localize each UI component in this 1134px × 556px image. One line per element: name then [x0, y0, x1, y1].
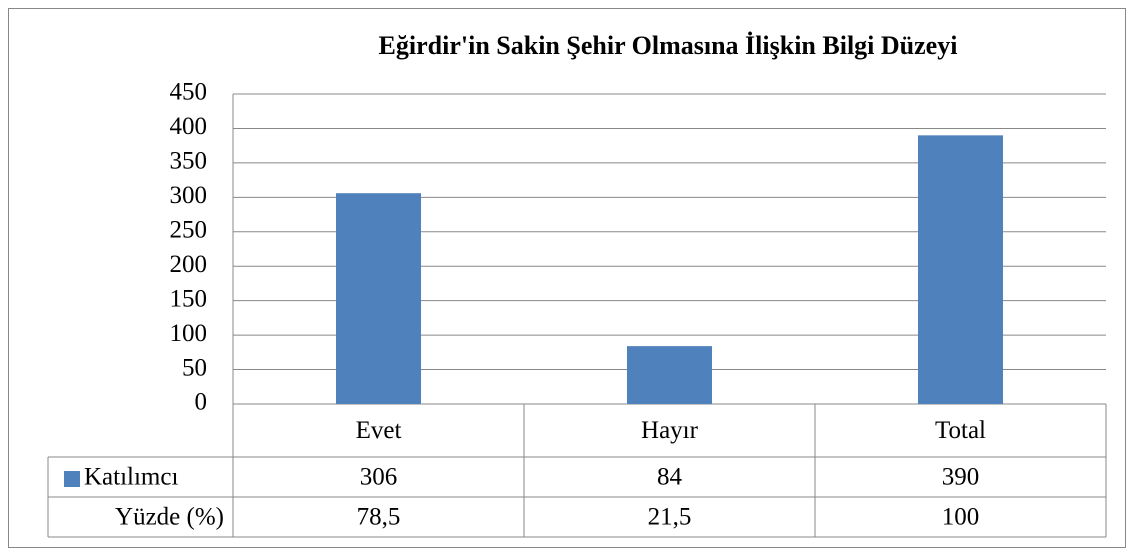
bar [627, 346, 712, 404]
legend-label: Katılımcı [84, 464, 178, 491]
y-tick-label: 300 [170, 182, 208, 209]
x-tick-label: Hayır [641, 417, 699, 444]
y-tick-label: 350 [170, 148, 208, 175]
y-tick-label: 150 [170, 285, 208, 312]
x-tick-label: Total [935, 417, 986, 444]
y-tick-label: 400 [170, 113, 208, 140]
y-tick-label: 100 [170, 320, 208, 347]
legend-key [64, 471, 80, 487]
y-tick-label: 250 [170, 217, 208, 244]
table-cell: 21,5 [648, 504, 692, 531]
table-cell: 84 [657, 464, 683, 491]
table-cell: 306 [360, 464, 398, 491]
chart-title: Eğirdir'in Sakin Şehir Olmasına İlişkin … [379, 31, 958, 60]
bar [918, 135, 1003, 405]
y-tick-label: 0 [195, 389, 208, 416]
legend-label: Yüzde (%) [115, 504, 224, 531]
y-tick-label: 450 [170, 79, 208, 106]
bar [336, 193, 421, 404]
table-cell: 78,5 [357, 504, 401, 531]
x-tick-label: Evet [356, 417, 402, 444]
y-tick-label: 50 [182, 354, 207, 381]
y-tick-label: 200 [170, 251, 208, 278]
table-cell: 100 [942, 504, 980, 531]
table-cell: 390 [942, 464, 980, 491]
